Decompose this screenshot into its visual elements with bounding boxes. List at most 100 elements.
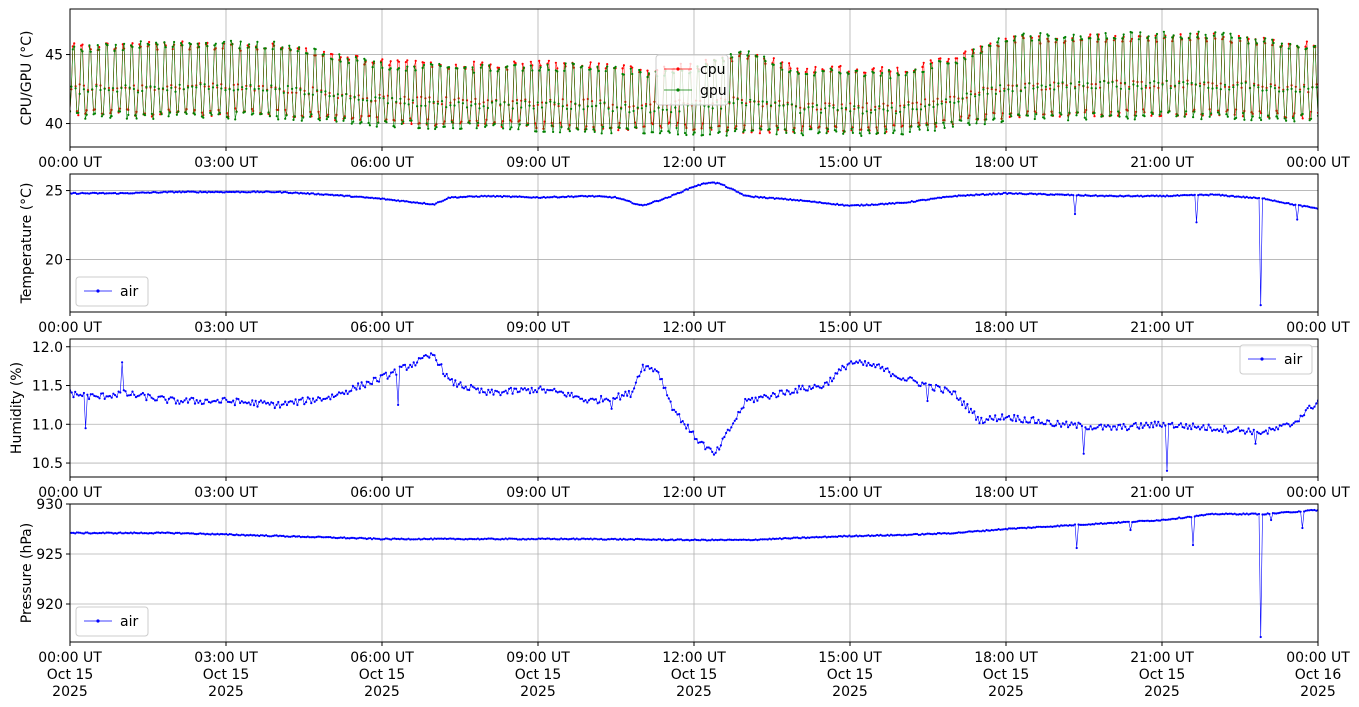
data-point (794, 536, 797, 539)
data-point (303, 535, 306, 539)
data-point (922, 198, 926, 201)
data-point (585, 128, 588, 131)
x-tick-label: 18:00 UT (974, 320, 1038, 336)
data-point (244, 534, 247, 537)
data-point (261, 401, 264, 404)
data-point (751, 539, 754, 542)
data-point (192, 532, 195, 535)
data-point (539, 64, 542, 67)
data-point (1130, 31, 1134, 34)
data-point (1280, 201, 1283, 204)
data-point (342, 119, 345, 122)
data-point (606, 63, 609, 66)
data-point (865, 534, 868, 537)
data-point (1023, 193, 1026, 196)
data-point (1064, 35, 1067, 39)
data-point (1173, 84, 1177, 87)
data-point (588, 66, 591, 69)
x-tick-label: 06:00 UT (350, 155, 414, 171)
data-point (865, 364, 868, 367)
data-point (718, 124, 721, 128)
x-tick-label: 00:00 UT (38, 320, 102, 336)
data-point (160, 531, 164, 534)
data-point (440, 100, 444, 103)
data-point (657, 538, 660, 541)
data-point (853, 362, 856, 365)
data-point (976, 117, 980, 120)
data-point (115, 395, 118, 398)
data-point (541, 537, 544, 540)
data-point (81, 532, 84, 535)
legend-box (1239, 344, 1313, 375)
data-point (414, 69, 417, 72)
data-point (985, 528, 988, 532)
data-point (723, 435, 726, 439)
data-point (1315, 509, 1318, 512)
data-point (645, 365, 648, 368)
data-point (543, 130, 546, 133)
data-point (381, 58, 384, 61)
data-point (975, 418, 978, 421)
data-point (699, 441, 702, 444)
data-point (725, 539, 728, 542)
data-point (1167, 518, 1170, 521)
data-point (1115, 521, 1118, 525)
data-point (879, 74, 882, 77)
data-point (202, 532, 205, 535)
data-point (855, 360, 858, 363)
data-point (374, 537, 377, 540)
data-point (660, 130, 663, 133)
data-point (398, 200, 401, 203)
data-point (468, 388, 471, 392)
data-point (547, 59, 551, 62)
data-point (1139, 422, 1143, 425)
data-point (289, 400, 292, 403)
data-point (152, 117, 155, 120)
data-point (601, 400, 605, 403)
data-point (580, 537, 584, 540)
data-point (657, 106, 660, 109)
data-point (428, 538, 431, 541)
data-point (708, 133, 712, 136)
data-point (919, 108, 923, 111)
data-point (1299, 204, 1302, 207)
data-point (1179, 36, 1182, 39)
data-point (438, 62, 441, 66)
data-point (1263, 430, 1266, 433)
data-point (563, 394, 566, 397)
data-point (1198, 428, 1202, 431)
data-point (1264, 513, 1267, 516)
data-point (760, 128, 763, 131)
data-point (339, 536, 342, 539)
data-point (126, 192, 129, 195)
data-point (481, 61, 484, 64)
data-point (594, 398, 598, 401)
data-point (1011, 419, 1014, 422)
data-point (209, 401, 212, 404)
data-point (395, 100, 398, 103)
data-point (1195, 426, 1198, 429)
data-point (872, 67, 875, 70)
data-point (772, 63, 775, 66)
data-point (357, 382, 360, 385)
data-point (402, 120, 405, 123)
data-point (105, 395, 108, 398)
plot-area (70, 508, 1318, 639)
data-point (443, 120, 446, 123)
data-point (440, 363, 443, 366)
x-tick-label: 18:00 UT Oct 15 2025 (974, 650, 1038, 700)
data-point (791, 537, 794, 540)
data-point (597, 69, 601, 73)
data-point (539, 196, 542, 199)
data-point (1202, 514, 1205, 517)
data-point (141, 89, 144, 93)
data-point (1282, 201, 1285, 204)
data-point (414, 59, 417, 63)
data-point (542, 195, 546, 199)
data-point (106, 44, 109, 47)
data-point (384, 537, 387, 540)
data-point (738, 192, 742, 195)
data-point (1238, 195, 1241, 198)
data-point (1027, 526, 1030, 529)
data-point (836, 372, 839, 375)
